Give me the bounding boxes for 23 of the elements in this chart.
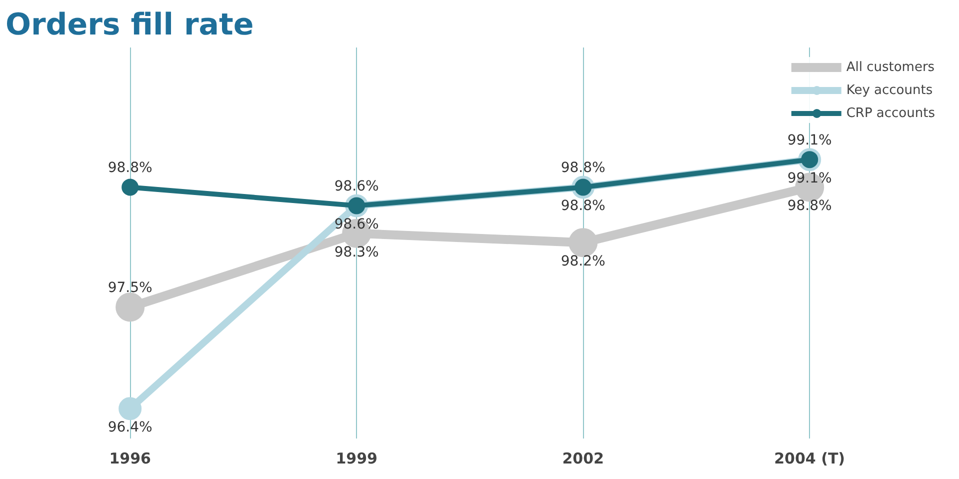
legend-label: Key accounts [846, 82, 933, 98]
data-label: 99.1% [787, 132, 832, 149]
data-label: 96.4% [108, 420, 152, 436]
data-label: 98.6% [334, 178, 379, 195]
chart-title: Orders fill rate [6, 8, 254, 42]
data-label: 98.8% [560, 198, 606, 214]
legend-label: CRP accounts [846, 106, 935, 120]
data-label: 98.6% [334, 216, 379, 233]
data-label: 98.8% [108, 160, 152, 176]
x-tick-label: 2002 [562, 450, 604, 468]
data-label: 98.8% [787, 198, 832, 214]
x-tick-label: 1996 [109, 450, 151, 468]
point [118, 397, 142, 420]
data-label: 98.2% [560, 254, 606, 270]
data-label: 98.8% [560, 160, 606, 176]
data-label: 99.1% [787, 170, 832, 187]
point [116, 292, 145, 322]
point [122, 178, 139, 196]
data-label: 97.5% [108, 280, 152, 296]
x-tick-label: 2004 (T) [774, 450, 846, 468]
x-tick-label: 1999 [336, 450, 378, 468]
data-label: 98.3% [334, 244, 379, 260]
legend-label: All customers [846, 60, 935, 74]
